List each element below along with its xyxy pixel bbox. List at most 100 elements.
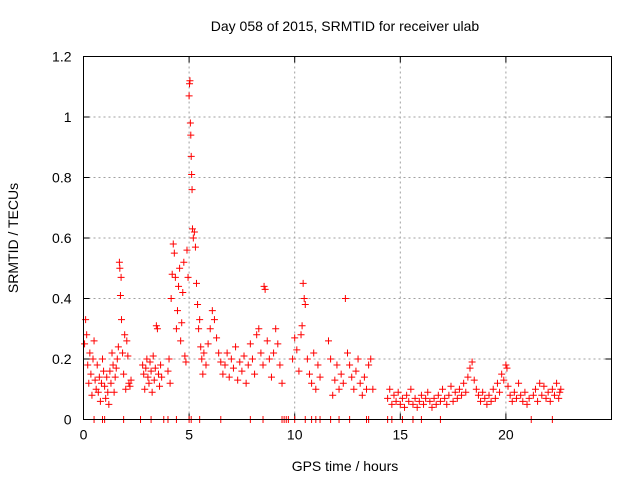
data-point: [95, 373, 103, 381]
data-point: [396, 400, 404, 408]
data-point: [101, 382, 109, 390]
data-point: [512, 394, 520, 402]
data-point: [485, 391, 493, 399]
data-point: [154, 370, 162, 378]
data-point: [152, 322, 160, 330]
data-point: [546, 397, 554, 405]
data-point: [341, 295, 349, 302]
data-point: [117, 273, 125, 281]
data-point: [183, 246, 191, 254]
data-point: [126, 382, 134, 390]
data-point: [337, 370, 345, 378]
data-point: [367, 355, 375, 363]
data-point: [213, 334, 221, 342]
data-point: [360, 373, 368, 381]
chart-title: Day 058 of 2015, SRMTID for receiver ula…: [211, 18, 480, 34]
data-point: [139, 361, 147, 369]
data-point: [339, 379, 347, 387]
y-tick-label: 0.6: [52, 230, 72, 246]
data-point: [217, 358, 225, 366]
data-point: [192, 279, 200, 287]
y-tick-label: 0: [64, 412, 72, 428]
data-point: [187, 131, 195, 139]
data-point: [542, 394, 550, 402]
data-point: [187, 152, 195, 160]
y-tick-label: 1: [64, 109, 72, 125]
data-point: [365, 361, 373, 369]
data-point: [105, 400, 113, 408]
data-point: [356, 379, 364, 387]
data-point: [210, 316, 218, 324]
x-tick-label: 0: [80, 427, 88, 443]
data-point: [259, 361, 267, 369]
data-point: [223, 349, 231, 357]
data-point: [114, 343, 122, 351]
data-point: [168, 270, 176, 278]
data-point: [157, 361, 165, 369]
data-point: [458, 391, 466, 399]
data-point: [113, 355, 121, 363]
data-point: [329, 391, 337, 399]
data-point: [415, 397, 423, 405]
data-point: [170, 249, 178, 257]
data-point: [199, 370, 207, 378]
data-point: [236, 358, 244, 366]
data-point: [500, 376, 508, 384]
data-point: [116, 291, 124, 299]
data-point: [555, 394, 563, 402]
data-point: [89, 355, 97, 363]
data-point: [165, 355, 173, 363]
data-point: [451, 388, 459, 396]
data-point: [169, 240, 177, 248]
data-point: [346, 361, 354, 369]
data-point: [248, 355, 256, 363]
data-point: [190, 228, 198, 236]
data-point: [127, 376, 135, 384]
data-point: [93, 361, 101, 369]
grid-lines: [83, 56, 612, 420]
data-point: [112, 364, 120, 372]
data-point: [291, 334, 299, 342]
data-point: [439, 385, 447, 393]
data-point: [409, 400, 417, 408]
data-point: [238, 367, 246, 375]
y-tick-label: 1.2: [52, 49, 72, 65]
data-point: [274, 340, 282, 348]
data-point: [104, 388, 112, 396]
y-tick-label: 0.8: [52, 170, 72, 186]
data-point: [525, 394, 533, 402]
data-point: [464, 373, 472, 381]
data-point: [188, 225, 196, 233]
data-point: [200, 349, 208, 357]
data-point: [474, 391, 482, 399]
data-point: [344, 349, 351, 357]
data-point: [171, 273, 179, 281]
data-point: [411, 394, 419, 402]
data-point: [498, 370, 506, 378]
data-point: [265, 355, 273, 363]
data-point: [186, 77, 194, 85]
data-point: [392, 397, 400, 405]
data-point: [312, 385, 320, 393]
data-point: [430, 394, 438, 402]
data-point: [109, 361, 117, 369]
data-point: [261, 285, 269, 293]
data-point: [470, 376, 478, 384]
data-point: [394, 388, 402, 396]
data-point: [508, 397, 516, 405]
data-point: [544, 388, 552, 396]
data-point: [510, 388, 518, 396]
data-point: [124, 352, 132, 360]
data-point: [110, 388, 118, 396]
data-point: [295, 367, 303, 375]
data-point: [151, 364, 159, 372]
data-point: [195, 325, 203, 333]
data-point: [189, 234, 197, 242]
data-point: [300, 295, 308, 302]
data-point: [398, 394, 406, 402]
data-point: [208, 307, 216, 315]
data-point: [244, 361, 252, 369]
y-tick-label: 0.4: [52, 291, 72, 307]
data-point: [314, 361, 322, 369]
data-point: [156, 382, 164, 390]
